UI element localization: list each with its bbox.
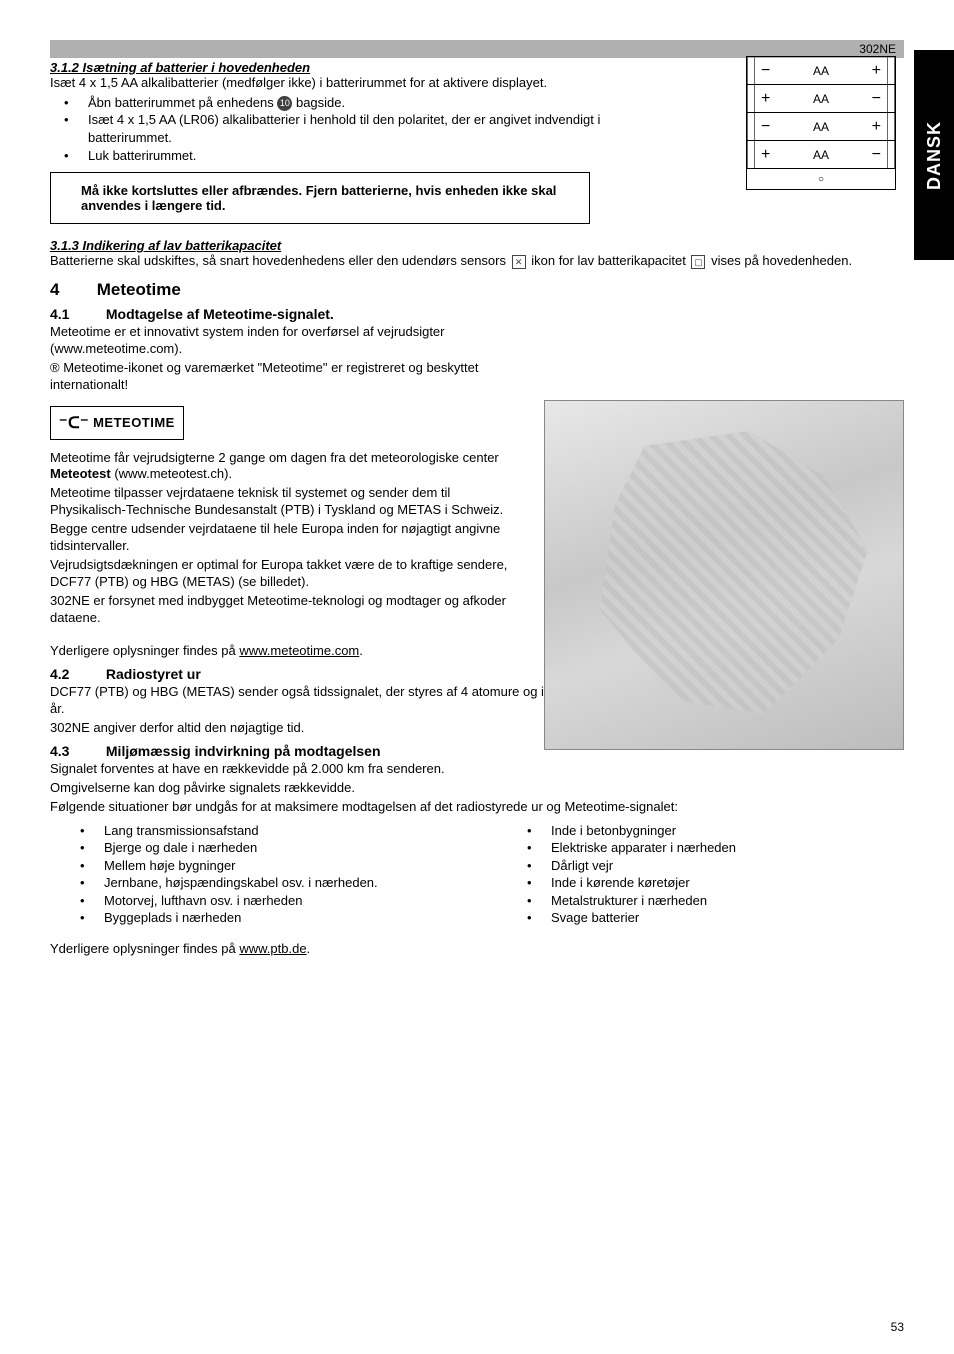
meteotime-link[interactable]: www.meteotime.com — [239, 643, 359, 658]
list-item: Isæt 4 x 1,5 AA (LR06) alkalibatterier i… — [50, 111, 670, 146]
text: Signalet forventes at have en rækkevidde… — [50, 761, 904, 778]
warning-box: Må ikke kortsluttes eller afbrændes. Fje… — [50, 172, 590, 224]
battery-low-icon: ▢ — [691, 255, 705, 269]
list-item: Inde i kørende køretøjer — [497, 874, 904, 892]
heading-41: 4.1 Modtagelse af Meteotime-signalet. — [50, 306, 904, 322]
battery-diagram: − AA + + AA − − AA + + AA − ○ — [746, 56, 896, 190]
list-item: Metalstrukturer i nærheden — [497, 892, 904, 910]
text: ® Meteotime-ikonet og varemærket "Meteot… — [50, 360, 510, 394]
list-item: Svage batterier — [497, 909, 904, 927]
sensor-low-icon: ✕ — [512, 255, 526, 269]
list-item: Dårligt vejr — [497, 857, 904, 875]
meteotime-logo: ⁻ᑕ⁻ METEOTIME — [50, 406, 184, 440]
situations-right: Inde i betonbygninger Elektriske apparat… — [497, 822, 904, 927]
antenna-icon: ⁻ᑕ⁻ — [59, 413, 89, 433]
ptb-link[interactable]: www.ptb.de — [239, 941, 306, 956]
text: Følgende situationer bør undgås for at m… — [50, 799, 904, 816]
battery-foot: ○ — [747, 169, 895, 189]
battery-row: − AA + — [747, 57, 895, 85]
text: Vejrudsigtsdækningen er optimal for Euro… — [50, 557, 510, 591]
list-item: Åbn batterirummet på enhedens 10 bagside… — [50, 94, 670, 112]
heading-313: 3.1.3 Indikering af lav batterikapacitet — [50, 238, 904, 253]
text: 302NE er forsynet med indbygget Meteotim… — [50, 593, 510, 627]
list-item: Luk batterirummet. — [50, 147, 670, 165]
text: Meteotime er et innovativt system inden … — [50, 324, 510, 358]
text: Meteotime får vejrudsigterne 2 gange om … — [50, 450, 510, 484]
battery-row: + AA − — [747, 141, 895, 169]
list-item: Lang transmissionsafstand — [50, 822, 457, 840]
language-label: DANSK — [924, 120, 945, 189]
europe-map-image — [544, 400, 904, 750]
text: Yderligere oplysninger findes på www.met… — [50, 643, 510, 660]
text: Meteotime tilpasser vejrdataene teknisk … — [50, 485, 510, 519]
model-number: 302NE — [859, 42, 896, 56]
list-item: Inde i betonbygninger — [497, 822, 904, 840]
battery-row: + AA − — [747, 85, 895, 113]
situations-left: Lang transmissionsafstand Bjerge og dale… — [50, 822, 457, 927]
list-item: Motorvej, lufthavn osv. i nærheden — [50, 892, 457, 910]
list-item: Byggeplads i nærheden — [50, 909, 457, 927]
list-item: Bjerge og dale i nærheden — [50, 839, 457, 857]
text: Batterierne skal udskiftes, så snart hov… — [50, 253, 904, 270]
page-number: 53 — [891, 1320, 904, 1334]
text: Omgivelserne kan dog påvirke signalets r… — [50, 780, 904, 797]
text: Yderligere oplysninger findes på www.ptb… — [50, 941, 904, 958]
battery-row: − AA + — [747, 113, 895, 141]
heading-4: 4 Meteotime — [50, 280, 904, 300]
list-item: Elektriske apparater i nærheden — [497, 839, 904, 857]
list-item: Jernbane, højspændingskabel osv. i nærhe… — [50, 874, 457, 892]
list-item: Mellem høje bygninger — [50, 857, 457, 875]
text: Begge centre udsender vejrdataene til he… — [50, 521, 510, 555]
reference-marker-icon: 10 — [277, 96, 292, 111]
language-tab: DANSK — [914, 50, 954, 260]
